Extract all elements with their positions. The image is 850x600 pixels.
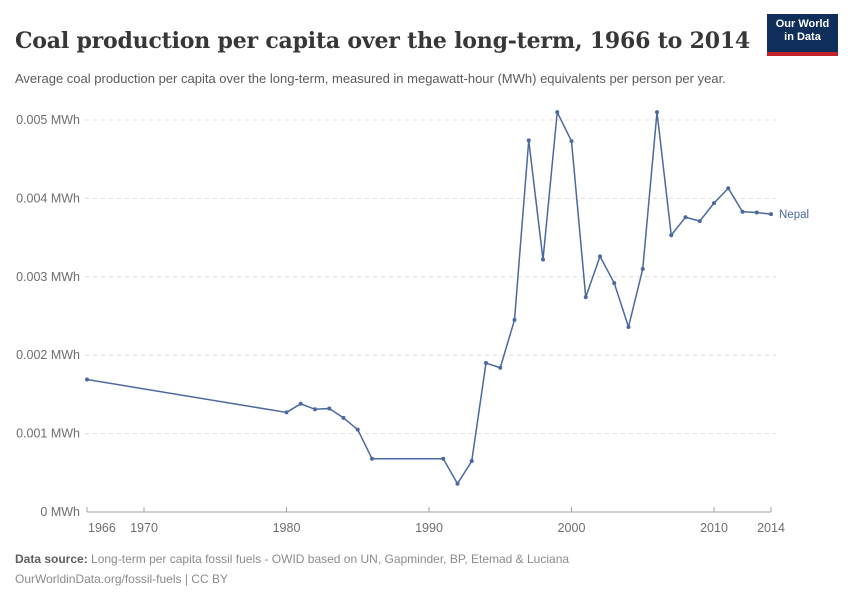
- data-point-marker: [669, 233, 674, 238]
- y-axis-tick-label: 0.002 MWh: [16, 348, 80, 362]
- x-axis-tick-label: 1970: [130, 521, 158, 535]
- y-axis-tick-label: 0.004 MWh: [16, 191, 80, 205]
- data-point-marker: [626, 324, 631, 329]
- data-point-marker: [284, 410, 289, 415]
- data-point-marker: [769, 212, 773, 217]
- chart-subtitle: Average coal production per capita over …: [15, 71, 726, 86]
- chart-footer: Data source: Long-term per capita fossil…: [15, 549, 835, 589]
- data-point-marker: [469, 459, 474, 464]
- y-axis-tick-label: 0.005 MWh: [16, 113, 80, 127]
- license-text: OurWorldinData.org/fossil-fuels | CC BY: [15, 572, 228, 586]
- data-point-marker: [526, 138, 531, 143]
- x-axis-tick-label: 2010: [700, 521, 728, 535]
- data-point-marker: [555, 110, 560, 115]
- x-axis-tick-label: 1980: [273, 521, 301, 535]
- data-point-marker: [484, 361, 488, 366]
- data-point-marker: [655, 110, 659, 115]
- datasource-label: Data source:: [15, 552, 88, 566]
- y-axis-tick-label: 0 MWh: [40, 505, 80, 519]
- data-point-marker: [712, 201, 716, 206]
- data-point-marker: [341, 415, 346, 420]
- page-title: Coal production per capita over the long…: [15, 27, 751, 54]
- y-axis-tick-label: 0.001 MWh: [16, 427, 80, 441]
- data-point-marker: [313, 407, 317, 412]
- data-point-marker: [370, 456, 374, 461]
- data-point-marker: [640, 266, 645, 271]
- data-point-marker: [512, 317, 517, 322]
- data-point-marker: [355, 427, 360, 432]
- owid-logo-line2: in Data: [784, 31, 821, 43]
- series-line-nepal: [86, 111, 772, 485]
- x-axis-tick-label: 2000: [558, 521, 586, 535]
- data-point-marker: [85, 377, 89, 382]
- data-point-marker: [541, 257, 545, 262]
- data-point-marker: [498, 365, 503, 370]
- data-point-marker: [583, 295, 588, 300]
- owid-logo-line1: Our World: [775, 18, 830, 30]
- data-point-marker: [683, 215, 688, 220]
- data-point-marker: [327, 406, 332, 411]
- data-point-marker: [441, 456, 446, 461]
- owid-logo: Our World in Data: [767, 14, 838, 56]
- data-point-marker: [455, 481, 460, 486]
- data-point-marker: [298, 401, 303, 406]
- series-label-nepal[interactable]: Nepal: [779, 209, 809, 221]
- x-axis-tick-label: 2014: [757, 521, 785, 535]
- x-axis-tick-label: 1990: [415, 521, 443, 535]
- data-point-marker: [569, 139, 574, 144]
- datasource-text: Long-term per capita fossil fuels - OWID…: [87, 552, 570, 566]
- data-point-marker: [754, 210, 759, 215]
- data-point-marker: [612, 281, 617, 286]
- data-point-marker: [726, 186, 731, 191]
- x-axis-tick-label: 1966: [88, 521, 116, 535]
- data-point-marker: [740, 209, 745, 214]
- y-axis-tick-label: 0.003 MWh: [16, 270, 80, 284]
- data-point-marker: [598, 254, 602, 259]
- data-point-marker: [697, 219, 702, 224]
